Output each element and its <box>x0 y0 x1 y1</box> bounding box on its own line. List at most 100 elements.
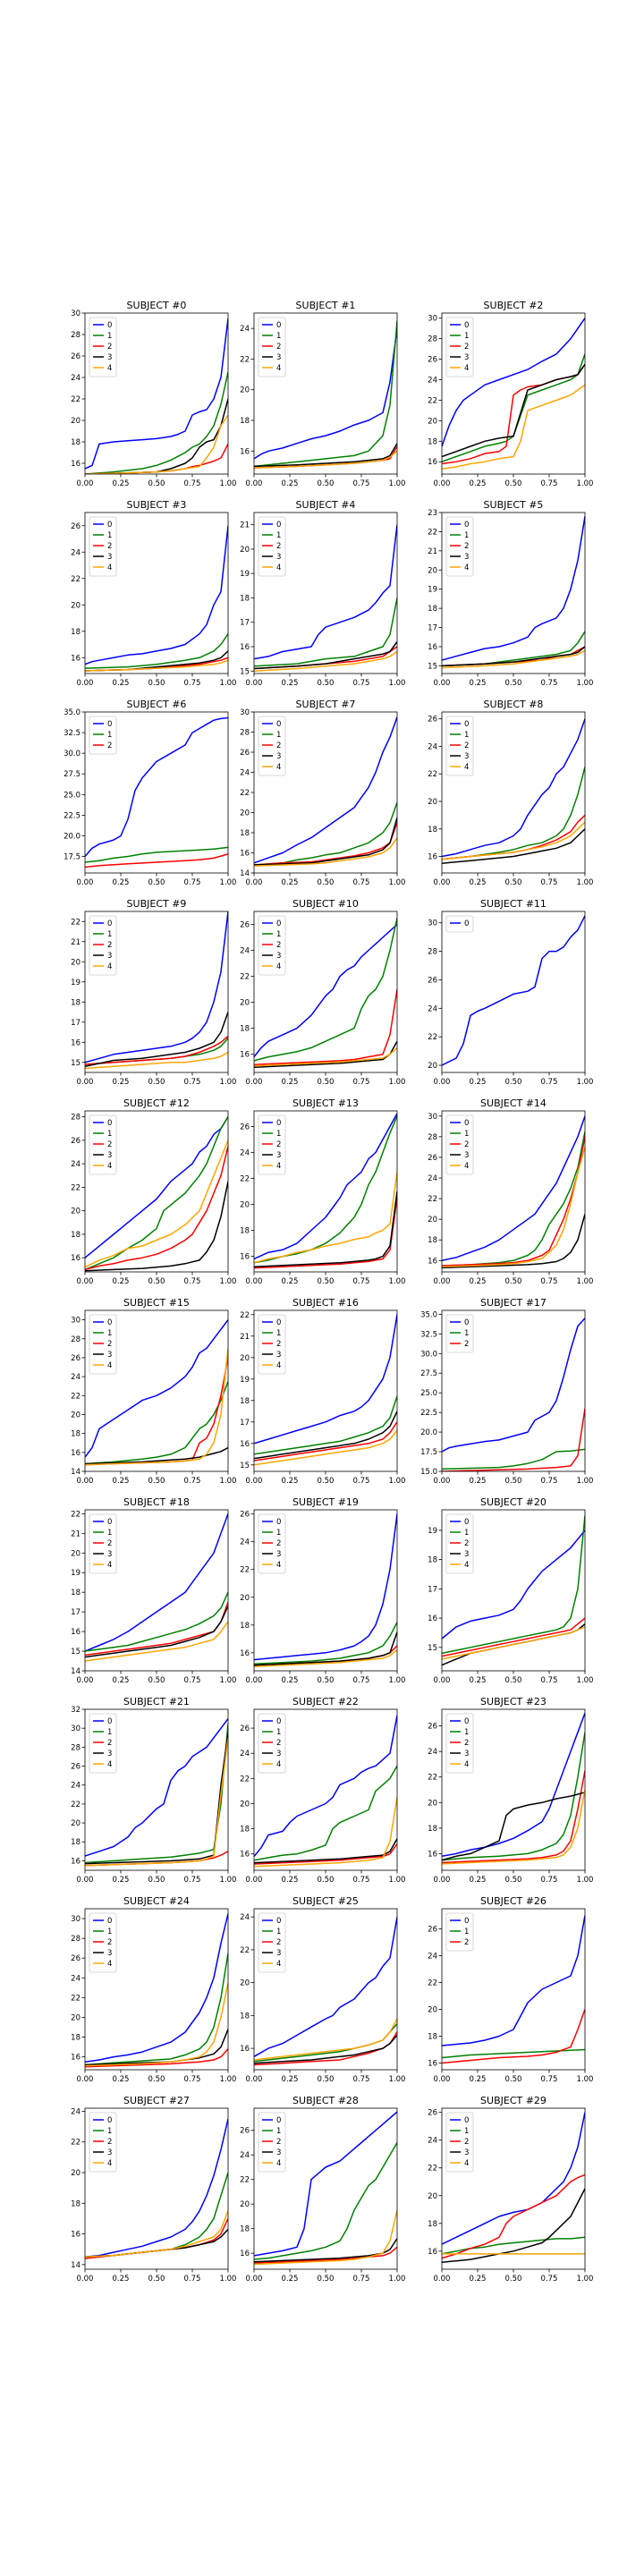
y-tick-label: 24 <box>71 1160 80 1169</box>
y-tick-label: 22 <box>71 918 80 927</box>
x-tick-label: 0.25 <box>282 2075 299 2084</box>
legend-label: 3 <box>464 1550 469 1559</box>
legend-label: 3 <box>107 1550 112 1559</box>
legend-label: 1 <box>107 1130 112 1139</box>
y-tick-label: 16 <box>428 458 437 467</box>
legend-label: 4 <box>276 2159 281 2168</box>
y-tick-label: 26 <box>428 1723 437 1732</box>
y-tick-label: 22 <box>240 1174 250 1183</box>
legend-box <box>258 516 286 577</box>
x-tick-label: 0.75 <box>353 1477 370 1486</box>
y-tick-label: 35.0 <box>420 1310 437 1319</box>
subplot: SUBJECT #17 0.00 0.25 0.50 0.75 1.00 15.0 17.5 2… <box>420 1297 593 1486</box>
legend-label: 0 <box>464 2116 469 2125</box>
subplot-title: SUBJECT #13 <box>292 1097 359 1109</box>
series-group <box>442 915 585 1066</box>
legend-label: 3 <box>464 353 469 362</box>
series-line-4 <box>85 1051 228 1070</box>
x-tick-label: 0.25 <box>282 479 299 488</box>
x-tick-label: 0.00 <box>246 1676 263 1685</box>
legend-label: 1 <box>107 332 112 341</box>
x-tick-label: 1.00 <box>389 1078 406 1087</box>
y-tick-label: 17 <box>240 619 250 628</box>
subplot: SUBJECT #130.00 0.25 0.50 0.75 1.00161820222… <box>240 1097 405 1286</box>
y-tick-label: 26 <box>240 1724 250 1733</box>
y-tick-label: 22 <box>71 1183 80 1192</box>
x-tick-label: 0.75 <box>184 1477 201 1486</box>
x-tick-label: 1.00 <box>389 1676 406 1685</box>
y-tick-label: 18 <box>240 417 250 426</box>
series-line-3 <box>85 2228 228 2258</box>
x-tick-label: 0.00 <box>246 479 263 488</box>
y-tick-label: 26 <box>240 1123 250 1131</box>
y-tick-label: 19 <box>428 1527 437 1536</box>
legend-label: 1 <box>464 1130 469 1139</box>
series-line-4 <box>85 1621 228 1662</box>
y-tick-label: 20 <box>71 1549 80 1558</box>
legend-label: 4 <box>276 1561 281 1570</box>
y-tick-label: 20.0 <box>420 1428 437 1437</box>
subplot: SUBJECT #230.00 0.25 0.50 0.75 1.00161820222… <box>428 1696 593 1885</box>
y-tick-label: 20 <box>240 809 250 818</box>
y-tick-label: 22 <box>428 1195 437 1204</box>
legend-label: 2 <box>464 1938 469 1947</box>
series-line-1 <box>85 1381 228 1465</box>
y-tick-label: 20 <box>240 2200 250 2209</box>
legend-box <box>445 1114 474 1175</box>
y-tick-label: 30 <box>71 1724 80 1733</box>
x-tick-label: 0.75 <box>541 479 558 488</box>
x-tick-label: 1.00 <box>389 1477 406 1486</box>
subplot-title: SUBJECT #19 <box>292 1496 359 1508</box>
series-line-3 <box>254 1631 397 1666</box>
subplot: SUBJECT #80.00 0.25 0.50 0.75 1.001618202224… <box>428 699 593 887</box>
y-tick-label: 14 <box>240 869 250 878</box>
y-tick-label: 30 <box>71 1317 80 1326</box>
legend-label: 1 <box>107 1329 112 1338</box>
y-tick-label: 22 <box>71 1510 80 1519</box>
subplot-title: SUBJECT #3 <box>127 499 187 511</box>
x-tick-label: 0.50 <box>318 1277 335 1286</box>
series-line-0 <box>254 328 397 460</box>
legend-label: 0 <box>276 720 281 729</box>
y-tick-label: 24 <box>71 374 80 383</box>
x-tick-label: 0.75 <box>541 679 558 688</box>
series-line-3 <box>254 1411 397 1460</box>
y-tick-label: 23 <box>428 509 437 518</box>
legend: 0 12 <box>89 716 117 755</box>
x-tick-label: 1.00 <box>577 1477 594 1486</box>
series-group <box>254 716 397 867</box>
x-tick-label: 0.75 <box>353 1277 370 1286</box>
y-tick-label: 21 <box>71 938 80 947</box>
x-tick-label: 0.75 <box>353 2275 370 2284</box>
y-tick-label: 22 <box>71 395 80 404</box>
y-tick-label: 25.0 <box>64 791 80 800</box>
legend-label: 1 <box>276 1130 281 1139</box>
series-line-0 <box>254 1314 397 1445</box>
series-line-2 <box>442 2174 585 2259</box>
subplot-title: SUBJECT #27 <box>123 2095 190 2106</box>
legend-box <box>445 716 474 776</box>
series-line-4 <box>442 821 585 860</box>
series-line-0 <box>442 1713 585 1858</box>
legend-label: 2 <box>464 343 469 352</box>
legend-box <box>445 317 474 377</box>
series-line-4 <box>254 837 397 867</box>
x-tick-label: 0.75 <box>353 1876 370 1885</box>
legend-box <box>258 2112 286 2173</box>
y-tick-label: 24 <box>240 1913 250 1922</box>
y-tick-label: 24 <box>428 1004 437 1013</box>
legend-box <box>89 317 117 377</box>
x-tick-label: 0.25 <box>113 679 130 688</box>
legend-box <box>258 1314 286 1375</box>
y-tick-label: 24 <box>240 1148 250 1157</box>
series-line-1 <box>85 2172 228 2258</box>
legend-label: 0 <box>276 1318 281 1327</box>
series-line-0 <box>254 1715 397 1857</box>
series-line-0 <box>254 524 397 660</box>
x-tick-label: 0.50 <box>505 2075 522 2084</box>
y-tick-label: 28 <box>240 729 250 738</box>
legend-label: 4 <box>276 763 281 772</box>
series-line-0 <box>442 1915 585 2046</box>
legend-box <box>445 1713 474 1774</box>
x-tick-label: 0.75 <box>353 1676 370 1685</box>
